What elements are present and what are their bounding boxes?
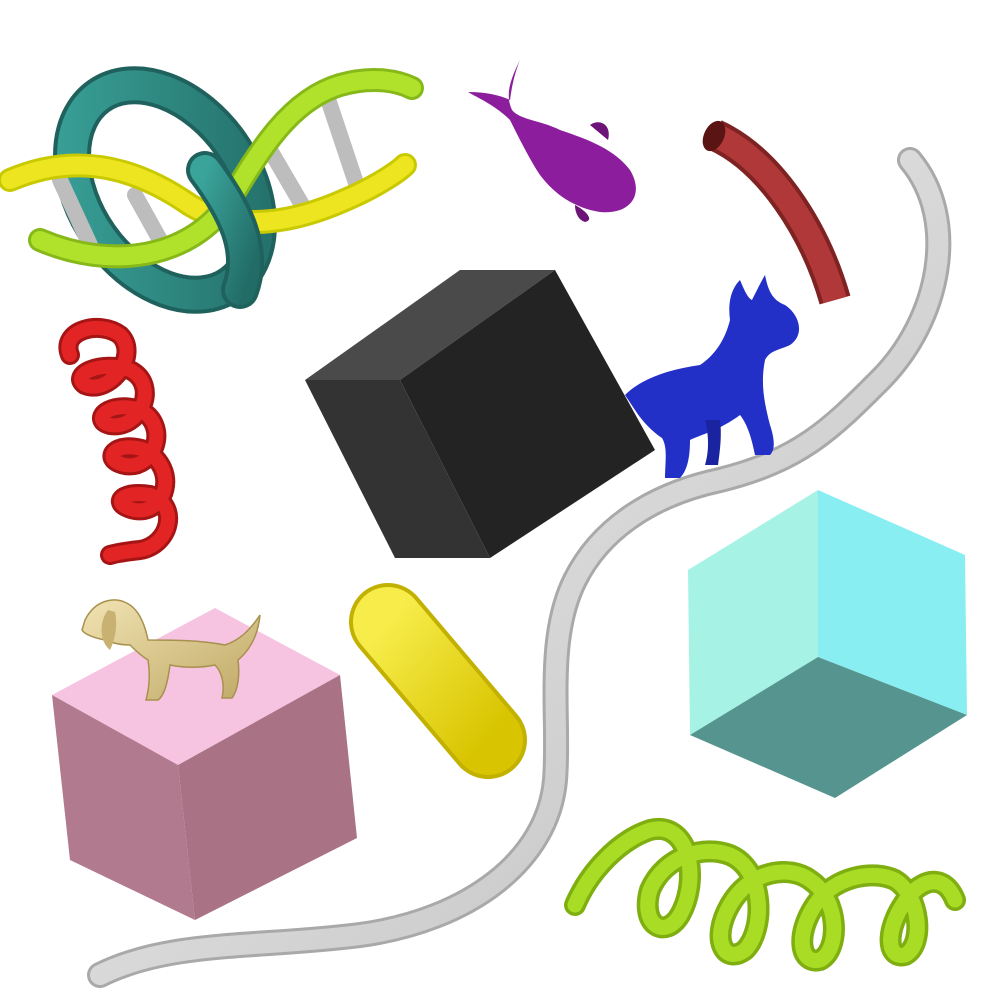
cyan-cube bbox=[688, 490, 967, 798]
whale-figure bbox=[468, 60, 636, 222]
black-cube bbox=[305, 270, 655, 558]
torus-ring-front bbox=[186, 151, 265, 309]
green-coil-spring bbox=[564, 817, 966, 972]
curved-tube bbox=[702, 120, 851, 305]
red-coil-spring bbox=[58, 317, 178, 565]
long-wire bbox=[87, 147, 952, 988]
cat-figure bbox=[625, 275, 800, 478]
dog-figure bbox=[81, 599, 261, 701]
yellow-capsule bbox=[349, 583, 527, 779]
pink-cube bbox=[52, 608, 357, 920]
